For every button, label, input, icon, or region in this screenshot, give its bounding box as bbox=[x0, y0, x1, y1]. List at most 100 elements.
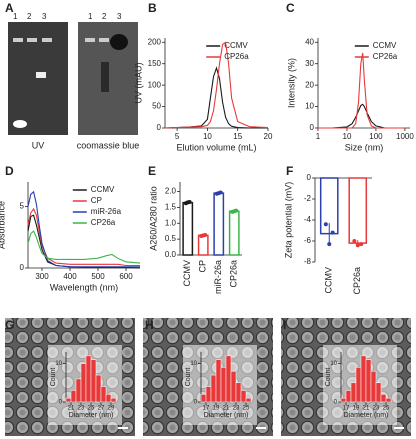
panel-letter: D bbox=[5, 164, 14, 178]
y-tick-label: 10 bbox=[305, 102, 314, 111]
line-series bbox=[27, 190, 140, 268]
y-tick-label: -2 bbox=[304, 194, 312, 203]
panel-letter: E bbox=[148, 164, 156, 178]
x-tick-label: 600 bbox=[119, 272, 133, 281]
y-axis-label: Count bbox=[50, 368, 57, 387]
histogram-bar bbox=[370, 370, 377, 403]
x-tick-label: 23 bbox=[78, 406, 85, 412]
x-axis-label: Size (nm) bbox=[345, 142, 384, 152]
x-axis-label: Diameter (nm) bbox=[344, 412, 389, 419]
histogram-bar bbox=[385, 397, 392, 403]
x-tick-label: CP bbox=[198, 260, 208, 273]
x-tick-label: 5 bbox=[175, 132, 180, 141]
panel-letter: B bbox=[148, 1, 157, 15]
y-tick-label: 0 bbox=[59, 400, 63, 406]
histogram-bar bbox=[75, 378, 82, 403]
lane-number: 2 bbox=[27, 12, 32, 21]
replicate-point bbox=[359, 242, 364, 247]
histogram-bar bbox=[230, 370, 237, 403]
x-tick-label: 25 bbox=[243, 406, 250, 412]
histogram-bar bbox=[100, 386, 107, 403]
band bbox=[110, 34, 128, 50]
y-axis-label: Count bbox=[325, 368, 332, 387]
y-tick-label: -6 bbox=[304, 236, 312, 245]
x-tick-label: 23 bbox=[373, 406, 380, 412]
histogram-bar bbox=[215, 359, 222, 403]
legend-label: CP bbox=[91, 196, 102, 205]
y-tick-label: -8 bbox=[304, 257, 312, 266]
y-tick-label: 10 bbox=[330, 361, 337, 367]
replicate-point bbox=[187, 199, 192, 204]
y-tick-label: 0 bbox=[307, 173, 312, 182]
histogram-bar bbox=[70, 390, 77, 403]
x-tick-label: CP26a bbox=[229, 260, 239, 288]
histogram-bar bbox=[200, 394, 207, 403]
legend-label: CP26a bbox=[91, 218, 116, 227]
histogram-bar bbox=[355, 367, 362, 403]
line-series bbox=[318, 52, 405, 129]
histogram-bar bbox=[80, 363, 87, 403]
y-tick-label: 20 bbox=[305, 80, 314, 89]
replicate-point bbox=[218, 190, 223, 195]
histogram-bar bbox=[345, 390, 352, 403]
y-tick-label: 0 bbox=[157, 123, 162, 132]
bar bbox=[348, 177, 368, 244]
histogram-bar bbox=[365, 359, 372, 403]
histogram-bar bbox=[220, 367, 227, 403]
histogram-bar bbox=[350, 382, 357, 403]
legend-label: CP26a bbox=[373, 52, 398, 61]
band bbox=[13, 38, 23, 42]
y-tick-label: 0.0 bbox=[165, 250, 177, 259]
replicate-point bbox=[234, 208, 239, 213]
histogram-bar bbox=[90, 359, 97, 403]
lane-number: 1 bbox=[13, 12, 18, 21]
band bbox=[42, 38, 52, 42]
lane-number: 3 bbox=[117, 12, 122, 21]
histogram-bar bbox=[375, 382, 382, 403]
histogram-bar bbox=[240, 390, 247, 403]
y-axis-label: Count bbox=[185, 368, 192, 387]
x-tick-label: CCMV bbox=[182, 260, 192, 287]
y-tick-label: 2.0 bbox=[165, 187, 177, 196]
x-tick-label: 25 bbox=[88, 406, 95, 412]
panel-letter: C bbox=[286, 1, 295, 15]
x-tick-label: 17 bbox=[203, 406, 210, 412]
x-tick-label: 17 bbox=[343, 406, 350, 412]
y-axis-label: Intensity (%) bbox=[286, 58, 296, 108]
histogram-bar bbox=[95, 374, 102, 403]
x-tick-label: CP26a bbox=[352, 267, 362, 295]
x-tick-label: 20 bbox=[264, 132, 273, 141]
x-axis-label: Diameter (nm) bbox=[69, 412, 114, 419]
legend-label: CP26a bbox=[224, 52, 249, 61]
legend-label: CCMV bbox=[91, 185, 115, 194]
replicate-point bbox=[352, 239, 357, 243]
x-tick-label: 300 bbox=[35, 272, 49, 281]
band bbox=[99, 38, 109, 42]
y-tick-label: 10 bbox=[55, 361, 62, 367]
line-series bbox=[318, 103, 405, 129]
panel-letter: I bbox=[283, 318, 286, 332]
histogram-bar bbox=[110, 397, 117, 403]
gel-images: 1 2 3 1 2 3 UV coomassie blue bbox=[8, 12, 139, 150]
panel-letter: G bbox=[5, 318, 14, 332]
histogram-bar bbox=[245, 397, 252, 403]
histogram-bar bbox=[235, 382, 242, 403]
y-tick-label: 0.5 bbox=[165, 234, 177, 243]
x-tick-label: 100 bbox=[369, 132, 383, 141]
bar bbox=[182, 201, 194, 256]
y-axis-label: A260/A280 ratio bbox=[148, 186, 158, 251]
x-axis-label: Wavelength (nm) bbox=[50, 282, 118, 292]
y-tick-label: 100 bbox=[148, 80, 162, 89]
replicate-point bbox=[203, 233, 208, 238]
legend-label: CCMV bbox=[373, 41, 397, 50]
y-tick-label: 10 bbox=[190, 361, 197, 367]
y-tick-label: 1.0 bbox=[165, 218, 177, 227]
histogram-bar bbox=[340, 397, 347, 403]
y-axis-label: UV (mAU) bbox=[133, 63, 143, 104]
y-axis-label: Zeta potential (mV) bbox=[283, 182, 293, 259]
replicate-point bbox=[323, 222, 328, 227]
y-tick-label: 50 bbox=[152, 102, 161, 111]
band bbox=[85, 38, 95, 42]
x-tick-label: 21 bbox=[68, 406, 75, 412]
x-tick-label: 19 bbox=[213, 406, 220, 412]
